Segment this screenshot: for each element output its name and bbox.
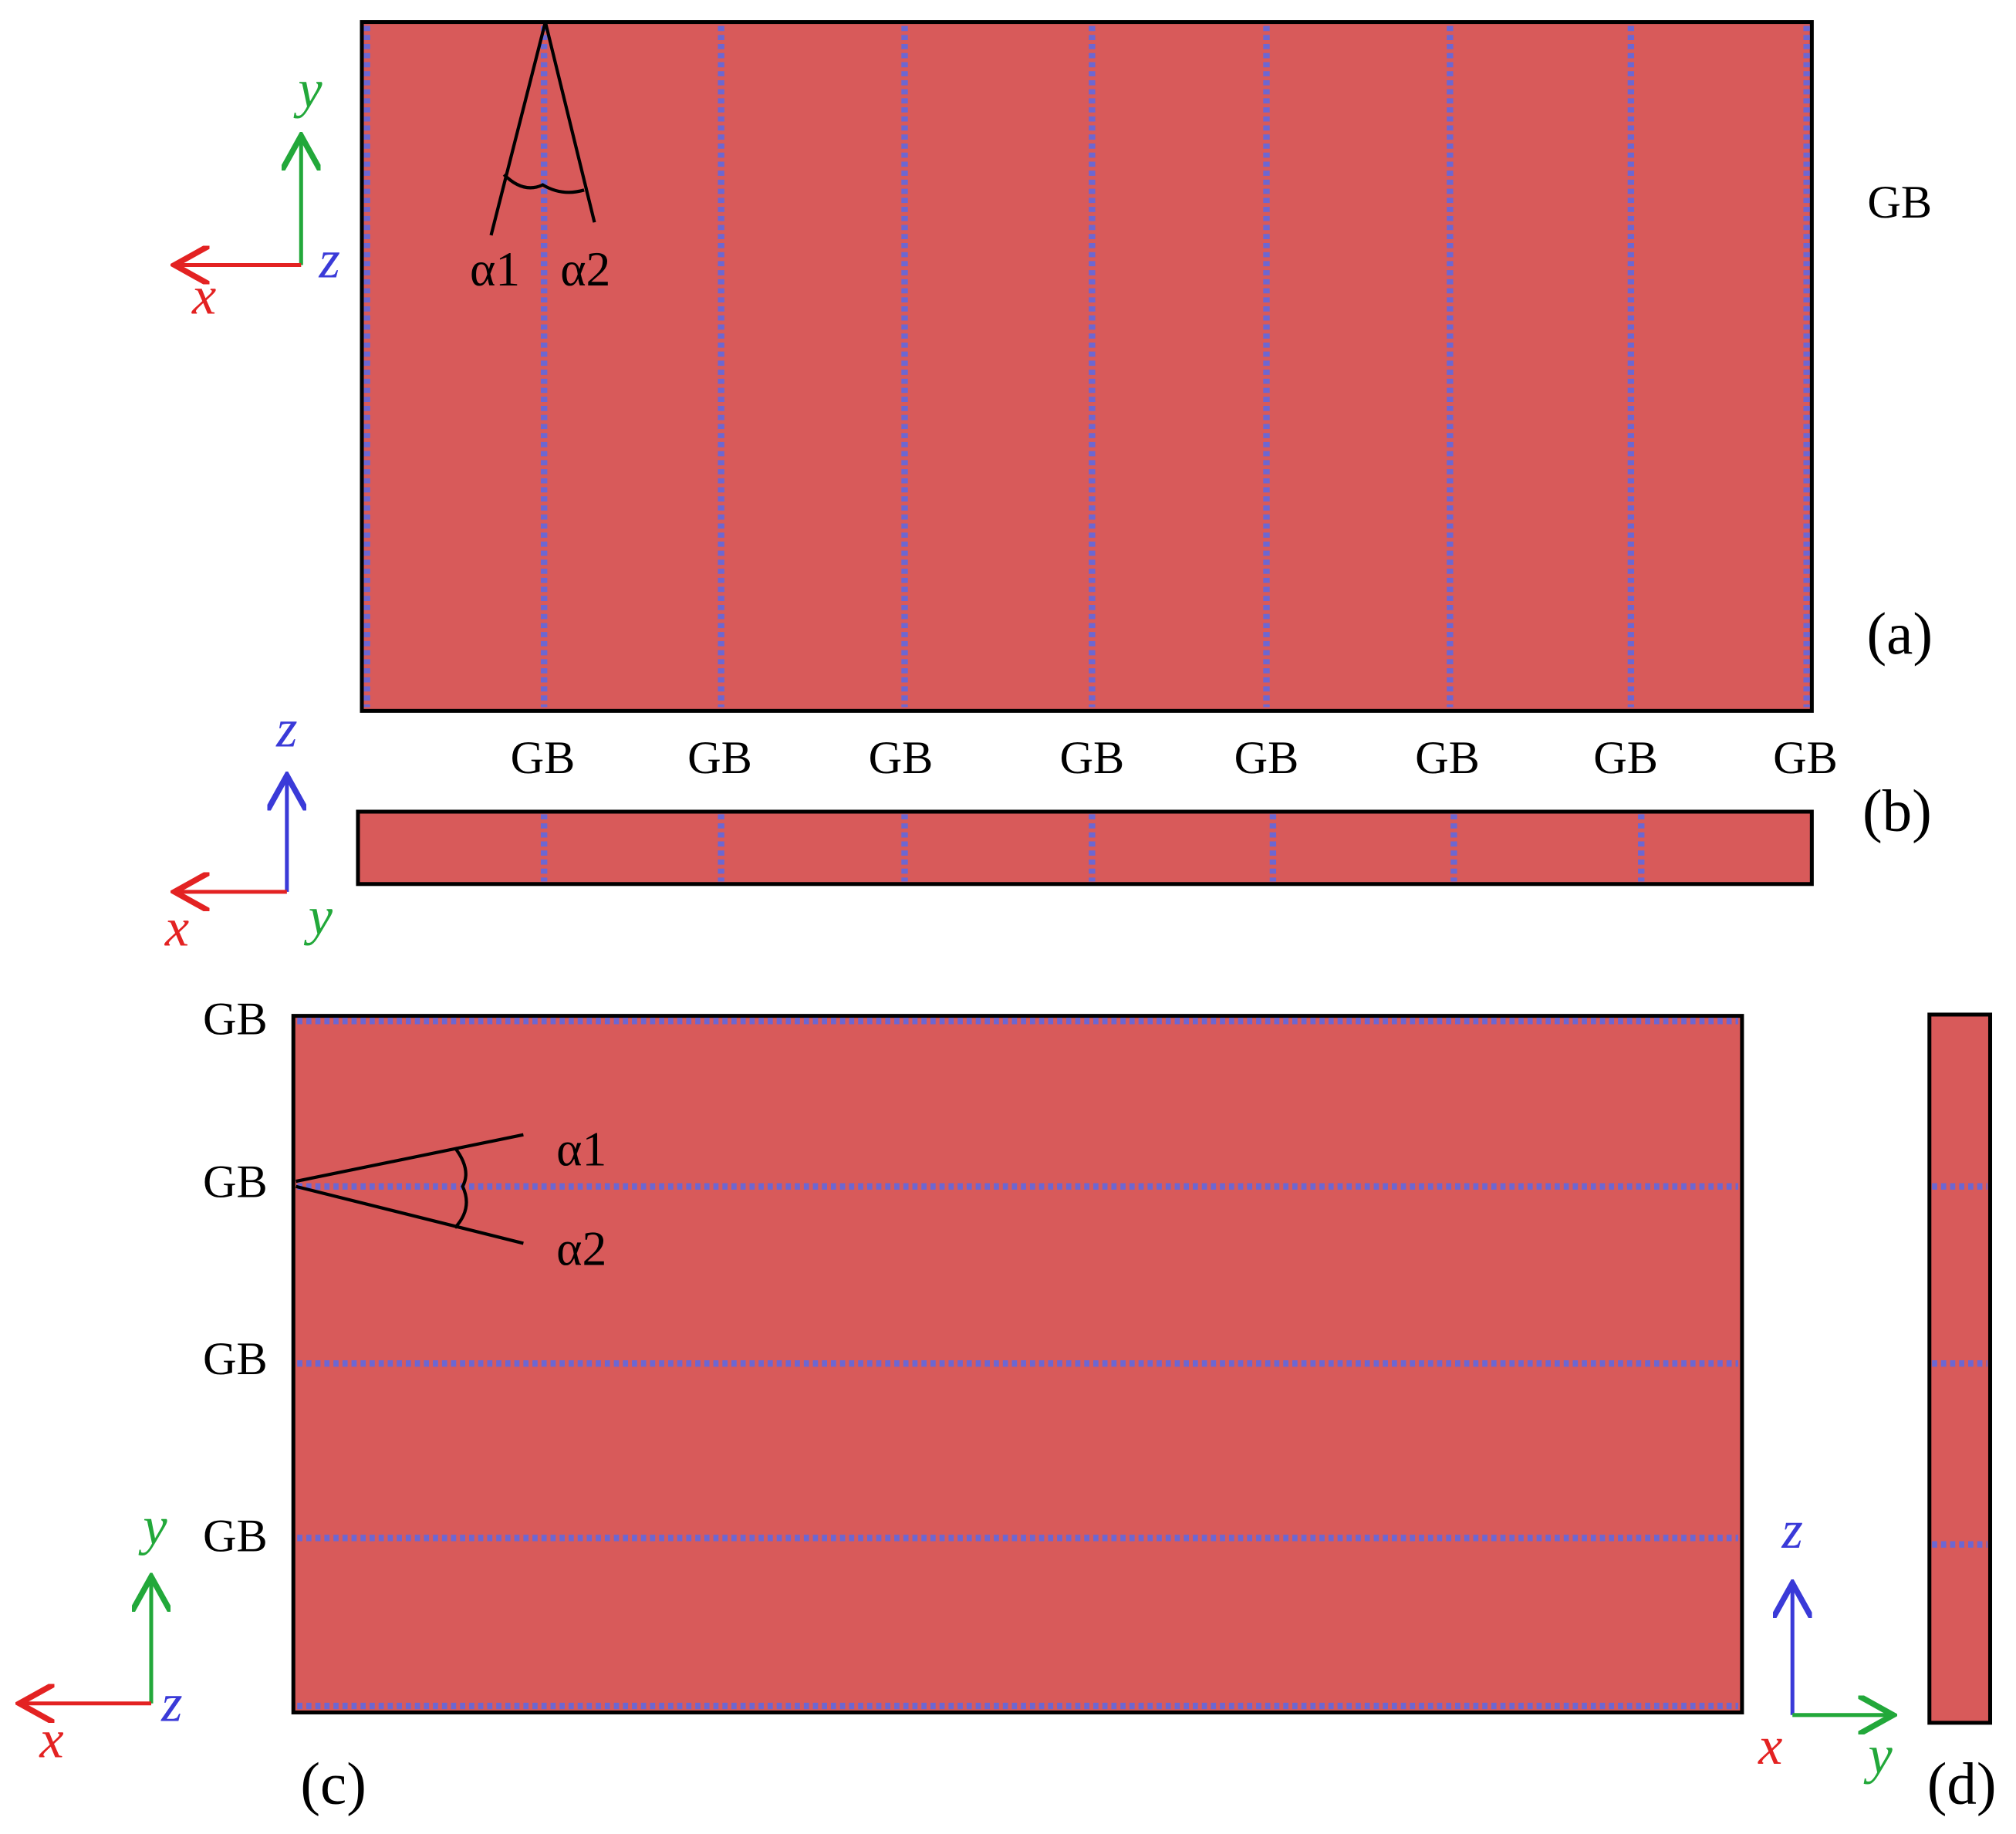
panel-label: (b) [1862, 777, 1932, 843]
slab-d [1927, 1012, 1993, 1725]
axis-label: y [293, 59, 322, 120]
gb-label: GB [203, 1511, 268, 1562]
gb-label: GB [203, 994, 268, 1045]
axes-c [19, 1577, 151, 1704]
axis-label: z [160, 1674, 182, 1734]
gb-label: GB [203, 1157, 268, 1208]
axes-d [1792, 1583, 1893, 1715]
slab-c [291, 1014, 1744, 1714]
axis-label: z [1781, 1500, 1803, 1560]
angle-c [295, 1133, 524, 1245]
axis-label: z [275, 699, 297, 759]
gb-stripes-c [297, 1018, 1738, 1710]
slab-b [356, 809, 1814, 887]
gb-label: GB [1773, 732, 1838, 784]
angle-label: α2 [560, 241, 610, 296]
gb-label: GB [687, 732, 752, 784]
gb-stripes-d [1932, 1183, 1988, 1548]
gb-label: GB [1867, 177, 1932, 228]
panel-label: (d) [1927, 1751, 1997, 1817]
axes-b [174, 775, 287, 892]
gb-stripes-a [363, 25, 1810, 708]
axis-label: y [138, 1496, 167, 1556]
angle-label: α2 [556, 1221, 606, 1275]
panel-label: (c) [300, 1751, 366, 1817]
angle-label: α1 [470, 241, 520, 296]
axis-label: x [164, 898, 189, 958]
labels: (a) GB α1 α2 y x z (b) GB GB GB GB GB GB GB GB z x y (c) GB G… [39, 59, 1996, 1817]
axis-label: x [191, 266, 216, 326]
axes-a [174, 136, 301, 265]
slab-a [360, 20, 1814, 713]
axis-label: x [39, 1709, 63, 1769]
gb-label: GB [869, 732, 934, 784]
axis-label: z [318, 230, 339, 290]
gb-label: GB [1593, 732, 1658, 784]
axis-label: y [1864, 1725, 1893, 1785]
angle-a [489, 22, 596, 236]
axis-label: x [1758, 1716, 1782, 1776]
axis-label: y [304, 887, 333, 947]
gb-stripes-b [540, 814, 1645, 882]
angle-label: α1 [556, 1121, 606, 1176]
gb-label: GB [203, 1333, 268, 1385]
gb-label: GB [1415, 732, 1480, 784]
gb-label: GB [1059, 732, 1124, 784]
panel-label: (a) [1867, 600, 1933, 667]
gb-label: GB [511, 732, 576, 784]
gb-label: GB [1234, 732, 1299, 784]
